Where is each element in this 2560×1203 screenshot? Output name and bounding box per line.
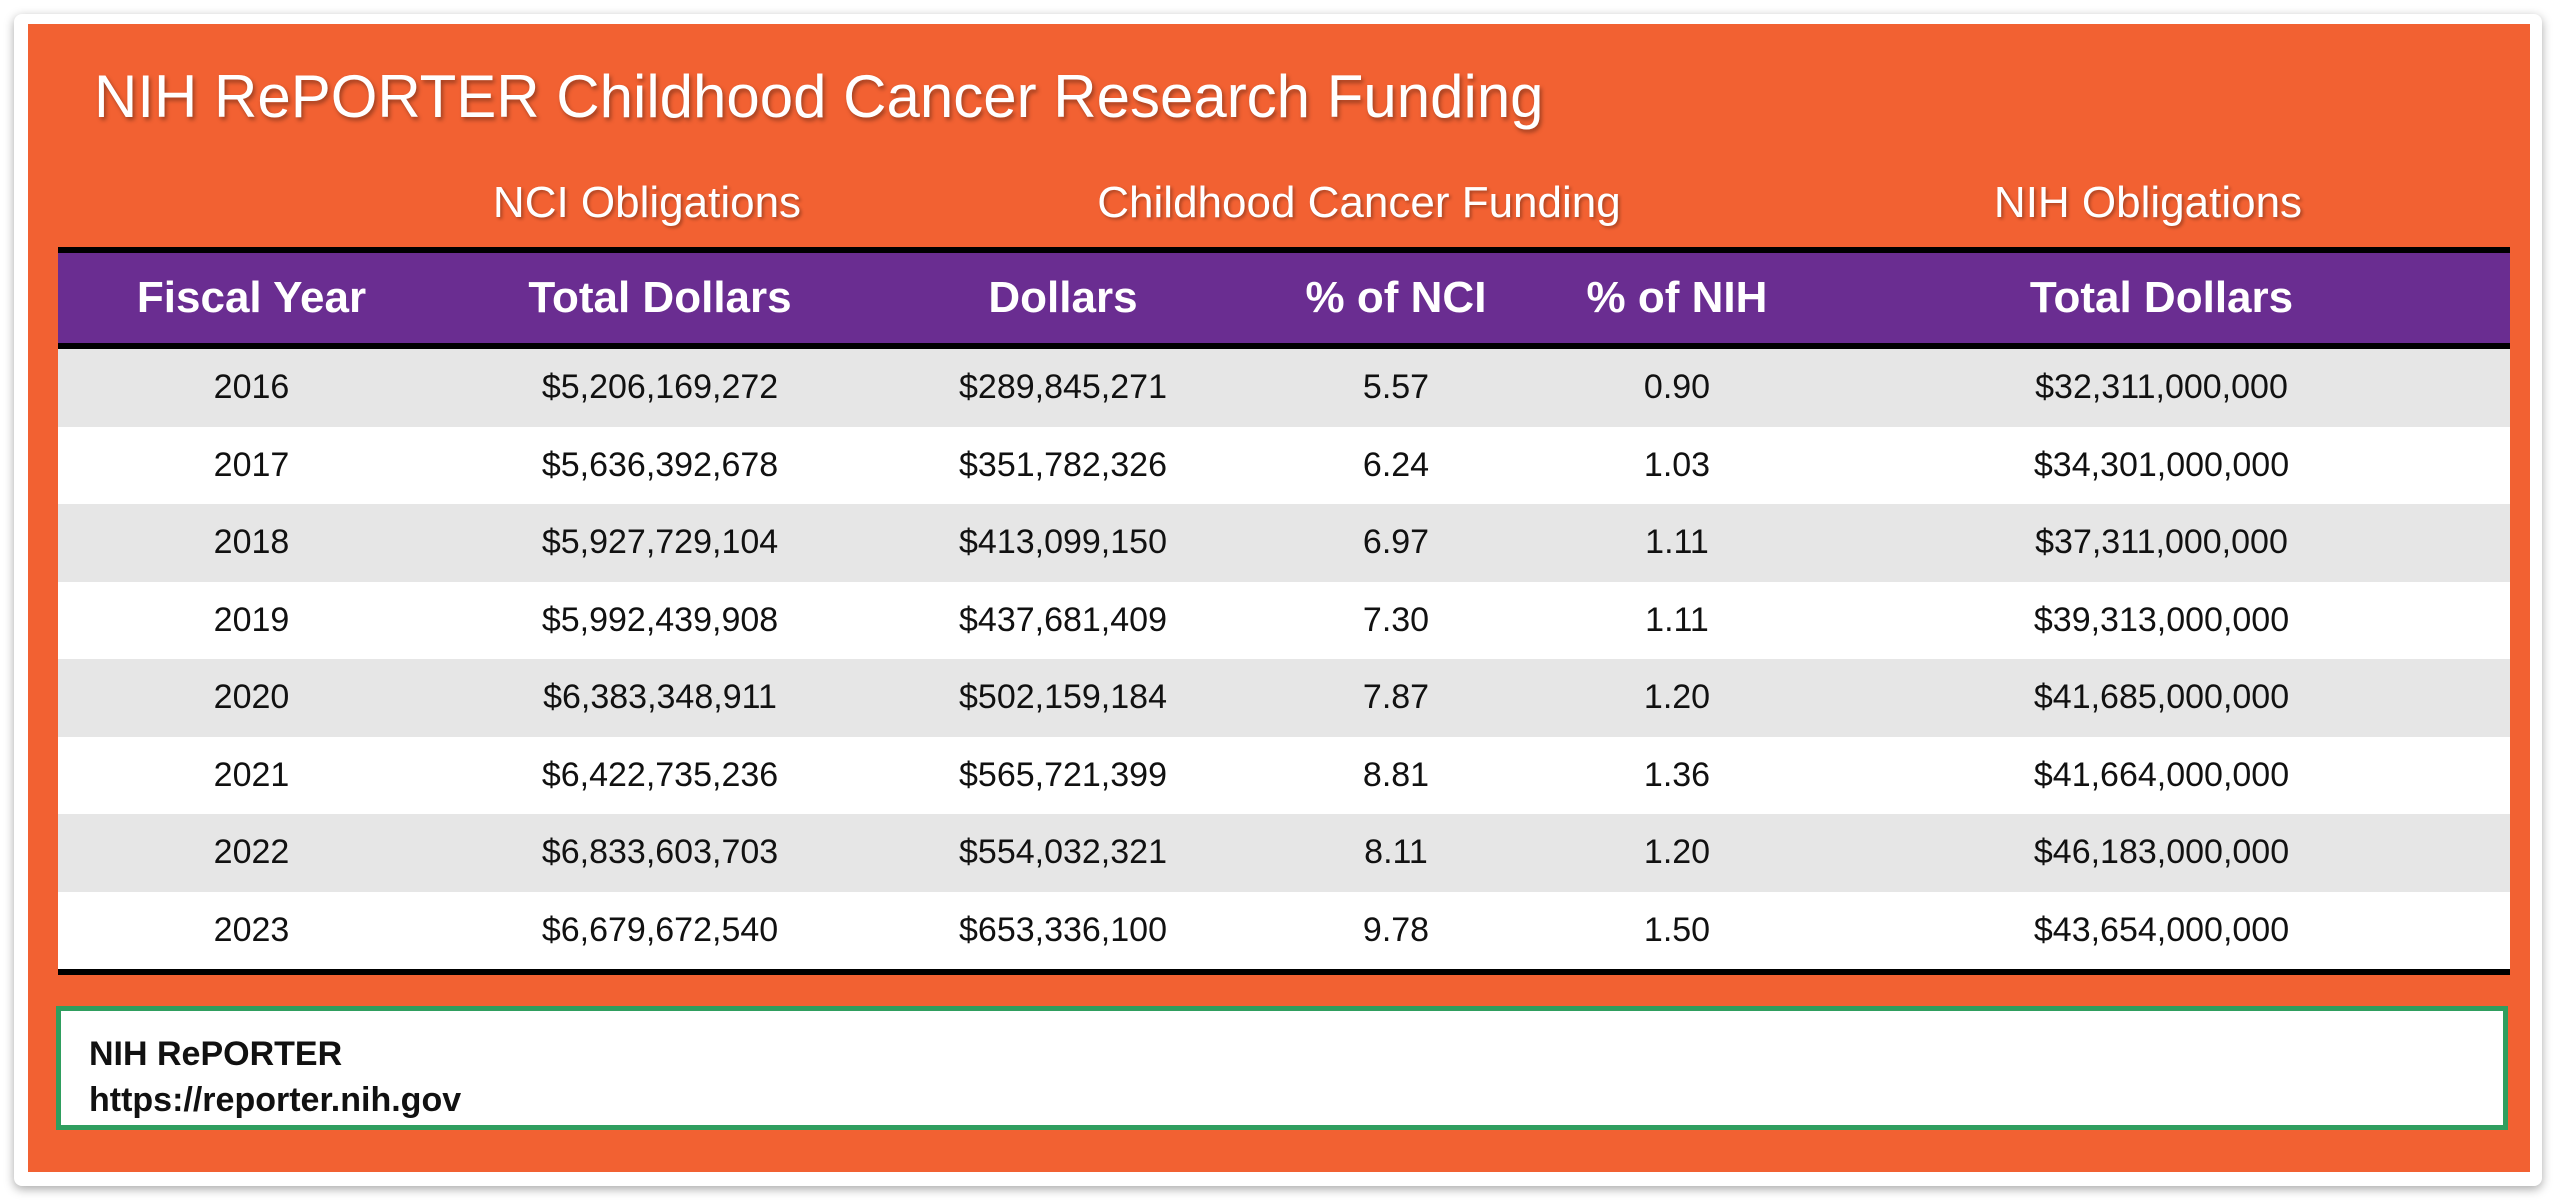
table-row: 2023 $6,679,672,540 $653,336,100 9.78 1.50 $4… [58,891,2510,975]
table-cell: $289,845,271 [959,368,1167,407]
group-label-nci: NCI Obligations [492,178,802,227]
table-row: 2021 $6,422,735,236 $565,721,399 8.81 1.36 $4… [58,736,2510,814]
table-cell: $6,679,672,540 [445,891,875,975]
table-cell: $5,927,729,104 [541,523,779,562]
slide-panel [28,24,2530,1172]
table-cell: 9.78 [1251,891,1541,975]
table-cell: 2016 [213,368,290,407]
table-row: 2019 $5,992,439,908 $437,681,409 7.30 1.11 $3… [58,581,2510,659]
table-cell: 0.90 [1643,368,1711,407]
table-cell: $351,782,326 [959,445,1167,484]
table-row: 2016 $5,206,169,272 $289,845,271 5.57 0.90 $3… [58,346,2510,427]
column-header: Dollars [875,247,1251,349]
table-cell: $413,099,150 [959,523,1167,562]
column-header: Total Dollars [1813,247,2510,349]
table-cell: 1.03 [1643,445,1711,484]
column-header: % of NCI [1251,247,1541,349]
table-cell: 7.87 [1362,678,1430,717]
table-cell: $34,301,000,000 [2033,445,2290,484]
table-cell: 2023 [58,891,445,975]
column-header: Total Dollars [445,247,875,349]
table-cell: $653,336,100 [875,891,1251,975]
table-cell: $6,422,735,236 [541,755,779,794]
table-cell: 7.30 [1362,600,1430,639]
table-cell: $6,833,603,703 [541,833,779,872]
table-cell: 8.11 [1364,833,1428,872]
table-row: 2018 $5,927,729,104 $413,099,150 6.97 1.11 $3… [58,504,2510,582]
table-cell: $37,311,000,000 [2035,523,2288,562]
table-cell: $502,159,184 [959,678,1167,717]
table-row: 2020 $6,383,348,911 $502,159,184 7.87 1.20 $4… [58,659,2510,737]
table-cell: $554,032,321 [959,833,1167,872]
table-row: 2017 $5,636,392,678 $351,782,326 6.24 1.03 $3… [58,426,2510,504]
table-cell: $565,721,399 [959,755,1167,794]
table-cell: $5,636,392,678 [541,445,779,484]
table-body: 2016 $5,206,169,272 $289,845,271 5.57 0.90 $3… [58,346,2510,975]
table-cell: $41,664,000,000 [2033,755,2290,794]
table-cell: $39,313,000,000 [2033,600,2290,639]
page-title: NIH RePORTER Childhood Cancer Research F… [94,63,1544,130]
table-cell: $5,206,169,272 [541,368,779,407]
table-cell: $6,383,348,911 [543,678,777,717]
table-cell: 2020 [213,678,290,717]
group-label-nih: NIH Obligations [1993,178,2303,227]
table-cell: $32,311,000,000 [2035,368,2288,407]
table-cell: 6.97 [1362,523,1430,562]
table-cell: 1.11 [1645,523,1709,562]
group-label-childhood: Childhood Cancer Funding [1097,178,1621,227]
table-cell: 2017 [213,445,290,484]
table-cell: 1.20 [1643,678,1711,717]
header-row: Fiscal Year Total Dollars Dollars % of N… [58,247,2510,349]
table-cell: 1.11 [1645,600,1709,639]
column-header: Fiscal Year [58,247,445,349]
source-box: NIH RePORTER https://reporter.nih.gov [56,1006,2508,1130]
table-cell: 1.50 [1541,891,1813,975]
table-cell: 5.57 [1362,368,1430,407]
table-cell: 2018 [213,523,290,562]
table-cell: 8.81 [1362,755,1430,794]
source-url: https://reporter.nih.gov [89,1081,462,1119]
table-cell: 1.20 [1643,833,1711,872]
table-cell: $46,183,000,000 [2033,833,2290,872]
table-cell: $41,685,000,000 [2033,678,2290,717]
table-cell: $437,681,409 [959,600,1167,639]
table-cell: 2021 [213,755,290,794]
column-header: % of NIH [1541,247,1813,349]
source-name: NIH RePORTER [89,1035,343,1073]
table-row: 2022 $6,833,603,703 $554,032,321 8.11 1.20 $4… [58,814,2510,892]
table-cell: $5,992,439,908 [541,600,779,639]
table-cell: 2022 [213,833,290,872]
table-cell: 1.36 [1643,755,1711,794]
table-cell: 6.24 [1362,445,1430,484]
table-cell: 2019 [213,600,290,639]
table-cell: $43,654,000,000 [1813,891,2510,975]
funding-table: Fiscal Year Total Dollars Dollars % of N… [58,247,2510,975]
